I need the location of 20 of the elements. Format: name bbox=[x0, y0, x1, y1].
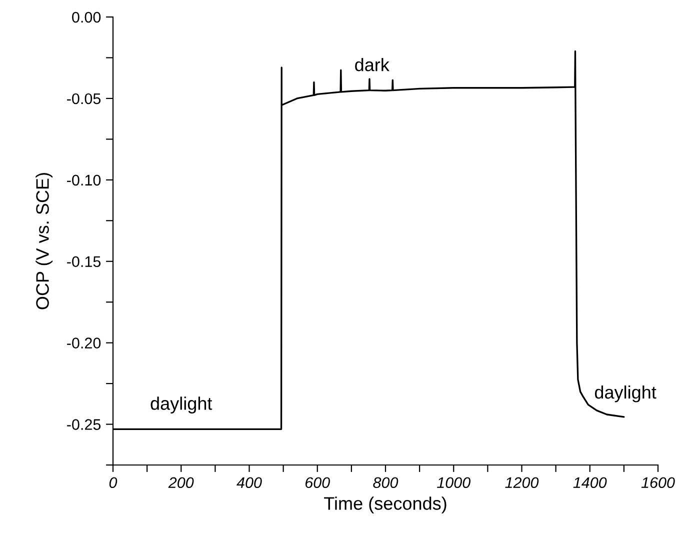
y-tick-label: -0.15 bbox=[67, 256, 101, 268]
y-tick-label: -0.10 bbox=[67, 174, 101, 186]
x-tick-label: 1000 bbox=[437, 477, 470, 488]
annotation: daylight bbox=[594, 385, 656, 402]
x-tick-label: 0 bbox=[109, 477, 118, 488]
y-axis-title: OCP (V vs. SCE) bbox=[36, 173, 52, 310]
y-tick-label: -0.25 bbox=[67, 419, 101, 430]
y-tick-label: -0.05 bbox=[67, 93, 101, 104]
x-tick-label: 1600 bbox=[641, 477, 675, 488]
annotation: dark bbox=[355, 58, 390, 72]
annotation: daylight bbox=[150, 396, 212, 414]
y-tick-label: 0.00 bbox=[72, 12, 101, 23]
x-tick-label: 600 bbox=[305, 477, 330, 488]
x-tick-label: 1200 bbox=[505, 477, 539, 488]
x-tick-label: 800 bbox=[373, 477, 398, 488]
x-tick-label: 400 bbox=[236, 477, 262, 488]
y-tick-label: -0.20 bbox=[67, 338, 101, 349]
x-tick-label: 1400 bbox=[573, 477, 607, 488]
x-axis-title: Time (seconds) bbox=[324, 496, 446, 514]
x-tick-label: 200 bbox=[168, 477, 194, 488]
